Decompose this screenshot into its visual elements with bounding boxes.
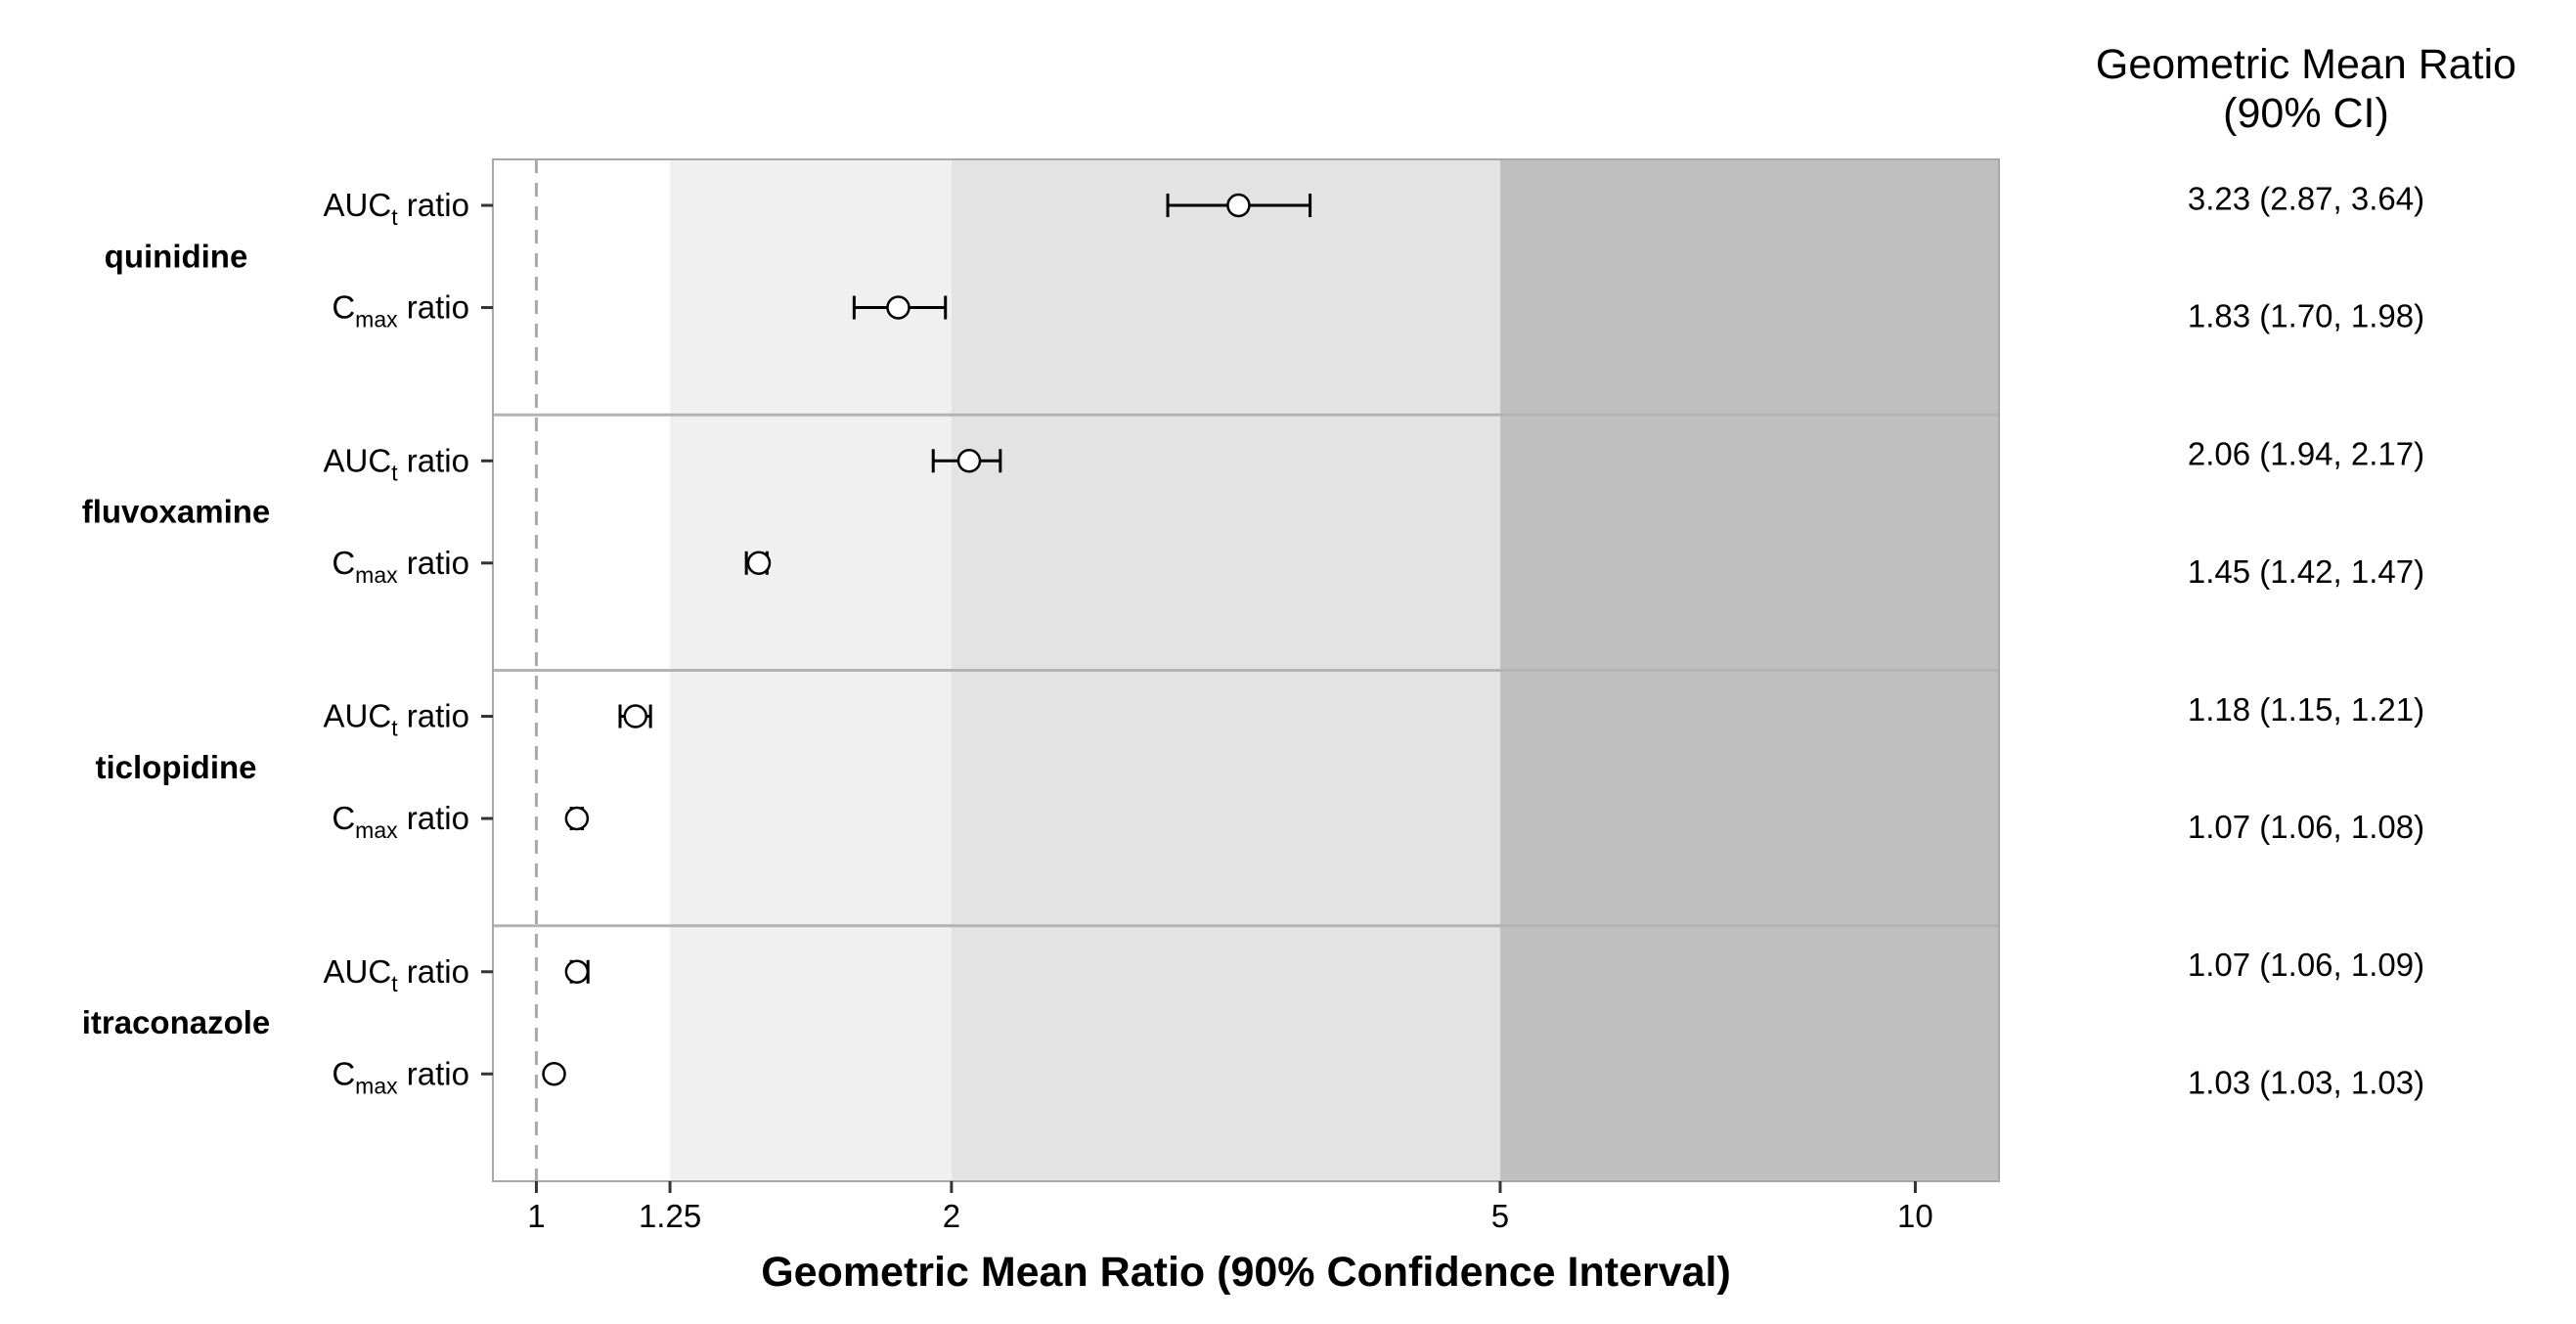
row-label: Cmax ratio: [332, 289, 469, 332]
x-tick-label: 1.25: [639, 1198, 701, 1234]
row-label: Cmax ratio: [332, 800, 469, 843]
row-label: AUCt ratio: [324, 698, 469, 741]
ci-value: 1.45 (1.42, 1.47): [2188, 553, 2424, 590]
row-label: Cmax ratio: [332, 1055, 469, 1098]
x-axis-title: Geometric Mean Ratio (90% Confidence Int…: [761, 1249, 1731, 1296]
point-estimate: [564, 959, 590, 985]
point-estimate: [746, 551, 772, 576]
row-label: AUCt ratio: [324, 187, 469, 230]
ci-column-title-line1: Geometric Mean Ratio: [2096, 41, 2516, 88]
ci-column: Geometric Mean Ratio (90% CI) 3.23 (2.87…: [2096, 41, 2516, 1100]
y-axis-labels: quinidine AUCt ratio Cmax ratio fluvoxamine…: [82, 187, 493, 1098]
point-estimate: [886, 295, 910, 320]
point-estimate: [956, 449, 982, 473]
ci-column-title-line2: (90% CI): [2223, 90, 2389, 137]
drug-label: quinidine: [105, 238, 248, 274]
point-estimate: [542, 1062, 566, 1086]
point-estimate: [623, 704, 648, 728]
point-estimate: [1226, 193, 1251, 218]
x-tick-label: 5: [1491, 1198, 1509, 1234]
row-label: Cmax ratio: [332, 545, 469, 588]
row-label: AUCt ratio: [324, 442, 469, 485]
plot-frame: [492, 158, 2000, 1182]
ci-value: 1.07 (1.06, 1.08): [2188, 809, 2424, 845]
point-estimate: [564, 806, 590, 831]
x-tick-label: 10: [1897, 1198, 1933, 1234]
drug-label: itraconazole: [82, 1004, 271, 1040]
drug-label: fluvoxamine: [82, 494, 271, 530]
ci-value: 1.18 (1.15, 1.21): [2188, 691, 2424, 728]
ci-value: 3.23 (2.87, 3.64): [2188, 180, 2424, 216]
x-axis: 1 1.25 2 5 10: [527, 1181, 1933, 1234]
ci-value: 1.03 (1.03, 1.03): [2188, 1064, 2424, 1100]
plot-marks: [542, 193, 1312, 1086]
drug-label: ticlopidine: [96, 749, 257, 785]
row-label: AUCt ratio: [324, 953, 469, 996]
ci-value: 2.06 (1.94, 2.17): [2188, 436, 2424, 472]
x-tick-label: 2: [943, 1198, 960, 1234]
ci-value: 1.83 (1.70, 1.98): [2188, 298, 2424, 334]
group-dividers: [493, 413, 1999, 928]
x-tick-label: 1: [527, 1198, 545, 1234]
ci-value: 1.07 (1.06, 1.09): [2188, 947, 2424, 983]
